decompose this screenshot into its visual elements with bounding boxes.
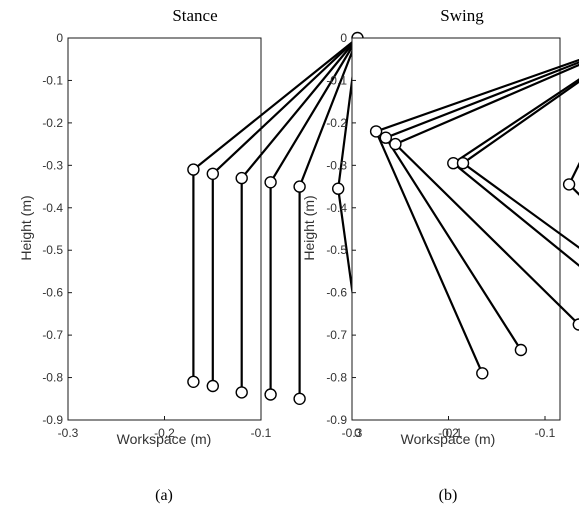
swing-x-tick-label: -0.1: [535, 426, 556, 440]
swing-x-axis-label: Workspace (m): [401, 431, 496, 447]
swing-foot-point: [572, 318, 579, 331]
stance-y-tick-label: -0.3: [42, 158, 63, 172]
stance-foot-point: [235, 386, 248, 399]
swing-y-tick-label: -0.2: [326, 116, 347, 130]
swing-title: Swing: [440, 6, 484, 25]
stance-y-tick-label: -0.8: [42, 371, 63, 385]
swing-knee-joint: [456, 156, 470, 170]
stance-caption: (a): [155, 487, 173, 504]
swing-panel: Swing -0.3-0.2-0.100.10-0.1-0.2-0.3-0.4-…: [301, 6, 579, 504]
swing-axes: -0.3 -0.2 -0.1 0 0.1 0 -0.1 -0.2 -0.3 -0.4 -0.5 -0.…: [326, 31, 556, 440]
swing-y-tick-label: 0: [340, 31, 347, 45]
swing-x-tick-label: -0.3: [342, 426, 363, 440]
stance-panel: Stance -0.3 -0.2 -0.1 0 0.1 0 -0.1 -0.2 -0.3 -0.4…: [18, 6, 463, 504]
stance-y-axis-label: Height (m): [18, 195, 34, 260]
stance-y-tick-label: -0.2: [42, 116, 63, 130]
stance-knee-joint: [264, 176, 277, 189]
stance-axes: -0.3 -0.2 -0.1 0 0.1 0 -0.1 -0.2 -0.3 -0.4 -0.5 -0.…: [42, 31, 462, 440]
swing-joints: [369, 125, 579, 380]
swing-caption: (b): [439, 487, 458, 504]
swing-y-tick-label: -0.3: [326, 158, 347, 172]
swing-knee-joint: [389, 137, 402, 151]
swing-y-tick-label: -0.1: [326, 73, 347, 87]
stance-x-tick-label: -0.2: [154, 426, 175, 440]
swing-knee-joint: [562, 178, 576, 191]
swing-foot-point: [476, 367, 489, 380]
swing-y-tick-label: -0.6: [326, 286, 347, 300]
stance-foot-point: [187, 375, 200, 388]
stance-knee-joint: [293, 180, 306, 193]
swing-knee-joint: [369, 125, 383, 138]
stance-y-tick-label: -0.6: [42, 286, 63, 300]
stance-y-tick-label: -0.5: [42, 243, 63, 257]
swing-x-tick-label: -0.2: [438, 426, 459, 440]
stance-knee-joint: [235, 171, 248, 185]
swing-foot-point: [514, 343, 528, 357]
stance-x-axis-label: Workspace (m): [117, 431, 212, 447]
stance-y-tick-label: -0.1: [42, 73, 63, 87]
stance-plot-area: [67, 37, 262, 421]
stance-foot-point: [264, 388, 277, 401]
swing-plot-area: [351, 37, 561, 421]
swing-y-tick-label: -0.4: [326, 201, 347, 215]
stance-x-tick-label: -0.3: [58, 426, 79, 440]
stance-y-tick-label: 0: [56, 31, 63, 45]
stance-x-tick-label: 0.1: [446, 426, 463, 440]
stance-x-tick-label: -0.1: [251, 426, 272, 440]
stance-y-tick-label: -0.7: [42, 328, 63, 342]
swing-y-tick-label: -0.5: [326, 243, 347, 257]
stance-foot-point: [293, 392, 306, 405]
stance-y-tick-label: -0.4: [42, 201, 63, 215]
swing-y-tick-label: -0.9: [326, 413, 347, 427]
stance-knee-joint: [206, 167, 220, 181]
stance-knee-joint: [332, 182, 345, 195]
swing-y-tick-label: -0.8: [326, 371, 347, 385]
swing-y-axis-label: Height (m): [301, 195, 317, 260]
stance-x-tick-label: 0: [354, 426, 361, 440]
stance-foot-point: [206, 379, 220, 393]
stance-y-tick-label: -0.9: [42, 413, 63, 427]
stance-knee-joint: [187, 163, 200, 176]
swing-y-tick-label: -0.7: [326, 328, 347, 342]
stance-title: Stance: [172, 6, 217, 25]
swing-knee-joint: [379, 131, 392, 144]
